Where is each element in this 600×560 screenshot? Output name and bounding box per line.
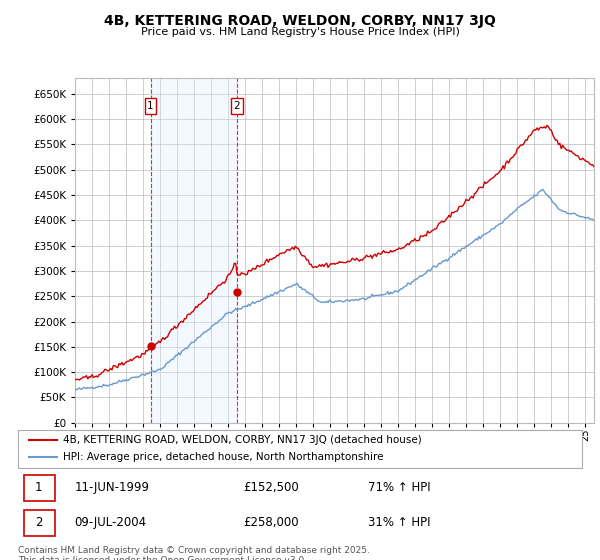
Text: 1: 1 — [147, 101, 154, 111]
Text: HPI: Average price, detached house, North Northamptonshire: HPI: Average price, detached house, Nort… — [63, 452, 383, 463]
Text: £258,000: £258,000 — [244, 516, 299, 529]
Text: 71% ↑ HPI: 71% ↑ HPI — [368, 482, 430, 494]
Text: 11-JUN-1999: 11-JUN-1999 — [74, 482, 149, 494]
Text: 4B, KETTERING ROAD, WELDON, CORBY, NN17 3JQ (detached house): 4B, KETTERING ROAD, WELDON, CORBY, NN17 … — [63, 435, 422, 445]
FancyBboxPatch shape — [18, 430, 582, 468]
FancyBboxPatch shape — [23, 510, 55, 535]
Text: 31% ↑ HPI: 31% ↑ HPI — [368, 516, 430, 529]
Text: 09-JUL-2004: 09-JUL-2004 — [74, 516, 146, 529]
Text: 4B, KETTERING ROAD, WELDON, CORBY, NN17 3JQ: 4B, KETTERING ROAD, WELDON, CORBY, NN17 … — [104, 14, 496, 28]
Text: Contains HM Land Registry data © Crown copyright and database right 2025.
This d: Contains HM Land Registry data © Crown c… — [18, 546, 370, 560]
Bar — [151, 78, 237, 423]
FancyBboxPatch shape — [23, 475, 55, 501]
Text: Price paid vs. HM Land Registry's House Price Index (HPI): Price paid vs. HM Land Registry's House … — [140, 27, 460, 38]
Text: £152,500: £152,500 — [244, 482, 299, 494]
Text: 2: 2 — [35, 516, 43, 529]
Text: 1: 1 — [35, 482, 43, 494]
Text: 2: 2 — [233, 101, 241, 111]
